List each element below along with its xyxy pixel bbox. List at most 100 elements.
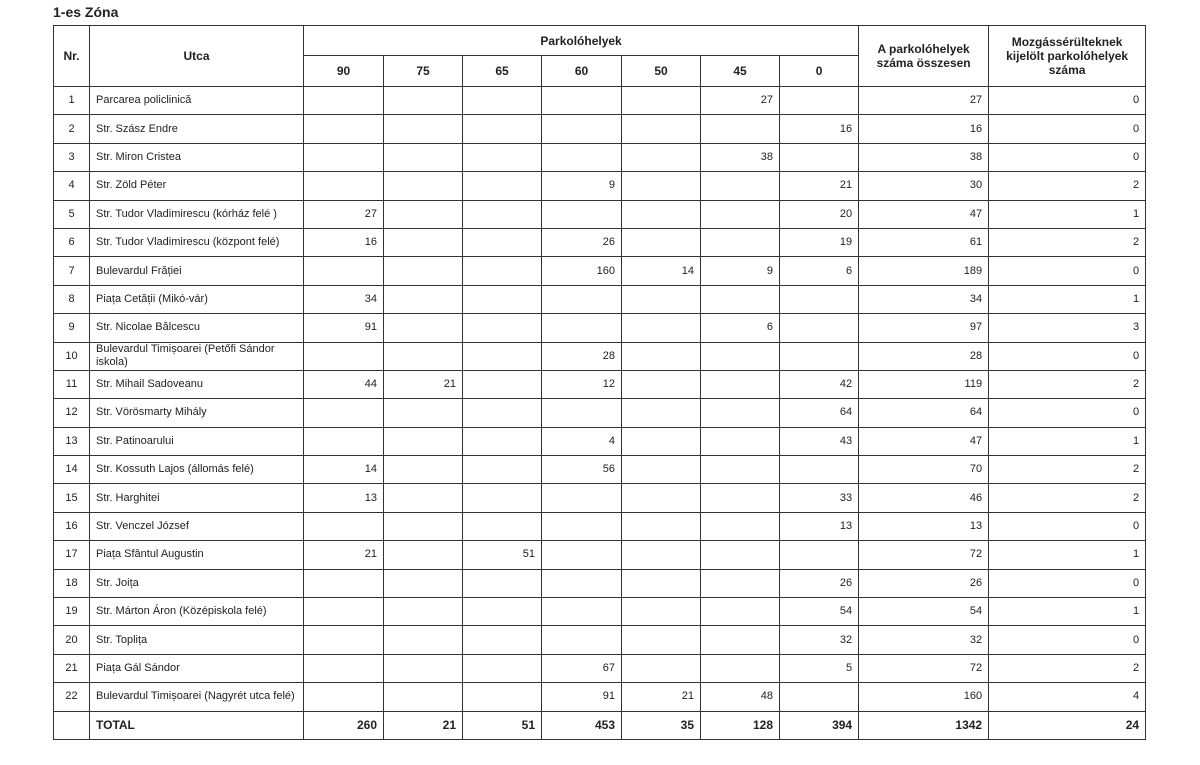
spots-75 [383,227,463,258]
spots-90: 91 [303,313,384,343]
table-row: 14 Str. Kossuth Lajos (állomás felé) 14 56 7… [53,455,1147,485]
spots-75 [383,653,463,684]
spots-45 [700,483,780,513]
spots-0 [778,341,860,371]
spots-75: 21 [383,710,463,740]
header-angle: 90 [303,55,384,87]
street-name: Str. Tudor Vladimirescu (kórház felé ) [89,199,304,229]
spots-65 [462,597,542,627]
header-total: A parkolóhelyek száma összesen [858,25,990,87]
row-nr: 10 [53,341,90,371]
spots-60: 91 [541,682,622,712]
spots-total: 1342 [858,710,990,740]
disabled-spots: 2 [988,227,1147,258]
spots-90: 260 [303,710,384,740]
spots-65 [462,682,542,712]
row-nr: 11 [53,369,90,400]
disabled-spots: 0 [988,398,1147,428]
spots-60: 26 [541,227,622,258]
spots-45: 128 [700,710,780,740]
spots-60: 12 [541,369,622,400]
spots-0: 64 [778,398,860,428]
spots-45 [700,568,780,599]
spots-0: 43 [778,426,860,457]
spots-75 [383,455,463,485]
spots-90 [303,114,384,144]
spots-0: 394 [778,710,860,740]
disabled-spots: 1 [988,199,1147,229]
disabled-spots: 24 [988,710,1147,740]
spots-45 [700,199,780,229]
header-nr: Nr. [53,25,90,87]
spots-total: 13 [858,511,990,542]
zone-title: 1-es Zóna [53,4,119,20]
spots-50 [621,85,701,116]
disabled-spots: 2 [988,653,1147,684]
spots-50 [621,568,701,599]
disabled-spots: 3 [988,313,1147,343]
table-row: 2 Str. Szász Endre 16 16 0 [53,114,1147,144]
spots-50: 14 [621,256,701,286]
disabled-spots: 2 [988,455,1147,485]
spots-45 [700,597,780,627]
disabled-spots: 0 [988,114,1147,144]
table-row: 1 Parcarea policlinică 27 27 0 [53,85,1147,116]
street-name: Str. Venczel József [89,511,304,542]
spots-65 [462,284,542,315]
parking-table: Nr. Utca Parkolóhelyek A parkolóhelyek s… [53,25,1147,740]
spots-65 [462,455,542,485]
spots-65: 51 [462,710,542,740]
table-row: 12 Str. Vörösmarty Mihály 64 64 0 [53,398,1147,428]
spots-60: 28 [541,341,622,371]
spots-65 [462,171,542,201]
spots-75 [383,114,463,144]
spots-75 [383,426,463,457]
spots-75 [383,682,463,712]
row-nr: 4 [53,171,90,201]
spots-60: 453 [541,710,622,740]
spots-60: 4 [541,426,622,457]
spots-0: 6 [778,256,860,286]
spots-total: 47 [858,199,990,229]
spots-total: 72 [858,653,990,684]
spots-total: 64 [858,398,990,428]
row-nr: 8 [53,284,90,315]
spots-45: 38 [700,142,780,173]
spots-90: 34 [303,284,384,315]
spots-90 [303,85,384,116]
spots-65 [462,511,542,542]
spots-65 [462,483,542,513]
spots-75 [383,540,463,570]
spots-60 [541,625,622,655]
spots-total: 32 [858,625,990,655]
spots-50 [621,313,701,343]
row-nr: 7 [53,256,90,286]
spots-total: 38 [858,142,990,173]
table-row: 3 Str. Miron Cristea 38 38 0 [53,142,1147,173]
spots-0 [778,682,860,712]
spots-60: 9 [541,171,622,201]
spots-90: 44 [303,369,384,400]
spots-total: 61 [858,227,990,258]
spots-45 [700,227,780,258]
row-nr: 22 [53,682,90,712]
spots-0 [778,540,860,570]
spots-60 [541,398,622,428]
spots-50 [621,199,701,229]
disabled-spots: 1 [988,426,1147,457]
spots-65 [462,256,542,286]
header-street: Utca [89,25,304,87]
spots-0: 26 [778,568,860,599]
spots-90 [303,426,384,457]
disabled-spots: 2 [988,369,1147,400]
spots-0 [778,455,860,485]
spots-50 [621,171,701,201]
spots-75 [383,313,463,343]
spots-60 [541,540,622,570]
spots-total: 26 [858,568,990,599]
spots-60 [541,199,622,229]
spots-65 [462,426,542,457]
table-row: 7 Bulevardul Frăției 160 14 9 6 189 0 [53,256,1147,286]
spots-75 [383,483,463,513]
street-name: Str. Nicolae Bălcescu [89,313,304,343]
